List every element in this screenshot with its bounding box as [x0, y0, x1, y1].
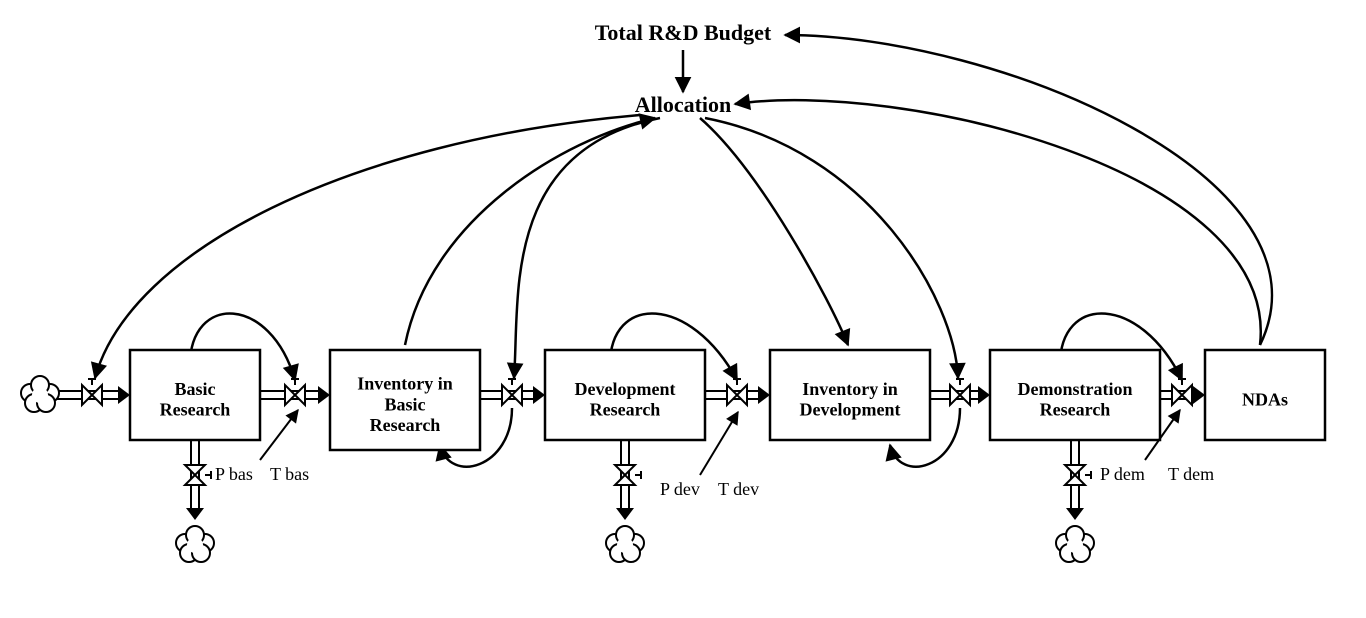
- stock-label-inv_dev-1: Development: [800, 400, 901, 420]
- stock-label-ndas-0: NDAs: [1242, 389, 1288, 409]
- stock-label-demo_research-1: Research: [1040, 400, 1111, 420]
- sink-sink_basic: [176, 440, 214, 562]
- sink-sink_demo: [1056, 440, 1094, 562]
- stock-label-inv_dev-0: Inventory in: [802, 379, 898, 399]
- param-t_dev: T dev: [718, 479, 759, 499]
- stock-basic_research: BasicResearch: [130, 350, 260, 440]
- source-cloud: [21, 376, 59, 412]
- param-arrow-p_bas: [260, 410, 298, 460]
- stock-label-dev_research-0: Development: [575, 379, 676, 399]
- stock-demo_research: DemonstrationResearch: [990, 350, 1160, 440]
- stock-ndas: NDAs: [1205, 350, 1325, 440]
- param-p_dev: P dev: [660, 479, 700, 499]
- stock-inv_dev: Inventory inDevelopment: [770, 350, 930, 440]
- pipe-p5: [1160, 379, 1205, 405]
- stock-label-basic_research-1: Research: [160, 400, 231, 420]
- stock-dev_research: DevelopmentResearch: [545, 350, 705, 440]
- stock-label-dev_research-1: Research: [590, 400, 661, 420]
- param-t_dem: T dem: [1168, 464, 1214, 484]
- stock-inv_basic: Inventory inBasicResearch: [330, 350, 480, 450]
- stock-label-inv_basic-1: Basic: [384, 394, 425, 414]
- system-dynamics-diagram: Total R&D Budget Allocation BasicResearc…: [0, 0, 1366, 618]
- param-t_bas: T bas: [270, 464, 309, 484]
- feedback-ndas: [735, 100, 1261, 345]
- allocation-label: Allocation: [635, 92, 732, 117]
- feedback-to-budget: [785, 35, 1272, 345]
- cloud-sink_dev: [606, 526, 644, 562]
- source-cloud-icon: [21, 376, 59, 412]
- pipe-p1: [260, 379, 330, 405]
- alloc-to-p4: [705, 118, 958, 378]
- stock-label-basic_research-0: Basic: [174, 379, 215, 399]
- cloud-sink_demo: [1056, 526, 1094, 562]
- stock-label-inv_basic-0: Inventory in: [357, 374, 453, 394]
- stock-label-demo_research-0: Demonstration: [1018, 379, 1133, 399]
- param-p_dem: P dem: [1100, 464, 1145, 484]
- total-budget-label: Total R&D Budget: [595, 20, 772, 45]
- sink-sink_dev: [606, 440, 644, 562]
- param-p_bas: P bas: [215, 464, 253, 484]
- pipe-p4: [930, 379, 990, 405]
- feedback-inv_dev: [700, 118, 848, 345]
- pipe-p_in: [55, 379, 130, 405]
- alloc-to-p2: [514, 118, 660, 378]
- alloc-to-p_in: [95, 115, 640, 378]
- pipe-p3: [705, 379, 770, 405]
- pipe-p2: [480, 379, 545, 405]
- sink-flows: [176, 440, 1094, 562]
- cloud-sink_basic: [176, 526, 214, 562]
- stock-label-inv_basic-2: Research: [370, 415, 441, 435]
